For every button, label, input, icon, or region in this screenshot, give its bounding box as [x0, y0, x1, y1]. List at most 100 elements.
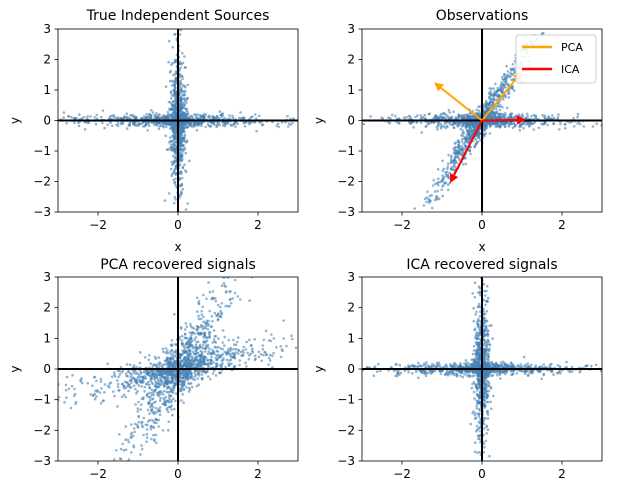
scatter-point: [171, 172, 174, 176]
scatter-point: [151, 365, 154, 369]
scatter-point: [449, 156, 453, 159]
scatter-point: [440, 179, 444, 183]
scatter-point: [178, 158, 181, 161]
scatter-point: [141, 420, 144, 424]
scatter-point: [227, 347, 230, 351]
scatter-point: [552, 122, 555, 125]
scatter-point: [125, 112, 128, 115]
scatter-point: [169, 371, 173, 375]
scatter-point: [446, 167, 449, 170]
y-axis-label: y: [8, 117, 22, 124]
scatter-point: [137, 378, 140, 381]
scatter-point: [504, 95, 508, 99]
scatter-point: [509, 75, 512, 78]
scatter-point: [98, 391, 102, 394]
scatter-point: [161, 379, 164, 383]
scatter-point: [145, 428, 149, 431]
scatter-point: [193, 122, 196, 125]
scatter-point: [209, 378, 212, 381]
scatter-point: [467, 115, 471, 118]
scatter-point: [242, 345, 246, 349]
scatter-point: [217, 303, 220, 307]
scatter-point: [251, 115, 254, 118]
scatter-point: [272, 351, 275, 355]
scatter-point: [186, 83, 190, 87]
scatter-point: [511, 126, 515, 130]
scatter-point: [239, 350, 243, 354]
scatter-point: [180, 82, 183, 86]
scatter-point: [193, 352, 197, 356]
scatter-point: [174, 378, 178, 382]
scatter-point: [182, 111, 185, 115]
scatter-point: [150, 403, 154, 407]
scatter-point: [453, 149, 456, 152]
scatter-point: [118, 373, 122, 376]
scatter-point: [183, 163, 186, 166]
scatter-point: [449, 160, 453, 164]
scatter-point: [541, 114, 544, 117]
scatter-point: [173, 144, 176, 147]
scatter-point: [170, 94, 174, 97]
scatter-point: [582, 125, 586, 128]
scatter-point: [184, 328, 187, 331]
scatter-point: [179, 29, 182, 32]
scatter-point: [171, 413, 174, 417]
scatter-point: [156, 391, 159, 395]
scatter-point: [181, 385, 184, 389]
pca-arrow-head: [434, 82, 444, 92]
scatter-point: [183, 363, 186, 367]
scatter-point: [141, 381, 145, 384]
scatter-point: [576, 112, 580, 116]
scatter-point: [173, 73, 177, 76]
scatter-point: [460, 125, 464, 128]
scatter-point: [220, 363, 223, 367]
scatter-point: [73, 394, 76, 398]
scatter-point: [208, 124, 211, 128]
scatter-point: [218, 110, 222, 113]
scatter-point: [193, 124, 197, 128]
scatter-point: [172, 111, 175, 115]
scatter-point: [152, 370, 155, 374]
scatter-point: [458, 146, 461, 150]
scatter-point: [284, 120, 287, 124]
scatter-point: [139, 379, 143, 383]
scatter-point: [500, 82, 504, 86]
scatter-point: [271, 354, 274, 358]
scatter-point: [436, 128, 439, 131]
x-axis-label: x: [174, 240, 181, 254]
scatter-point: [152, 433, 155, 437]
scatter-point: [468, 149, 472, 153]
scatter-point: [468, 137, 472, 141]
scatter-point: [234, 343, 238, 347]
scatter-point: [172, 377, 176, 381]
scatter-point: [591, 125, 595, 128]
scatter-point: [487, 389, 491, 393]
scatter-point: [248, 299, 251, 303]
scatter-point: [217, 356, 221, 359]
scatter-point: [471, 292, 475, 295]
pca-arrow-shaft: [481, 78, 518, 122]
scatter-point: [89, 393, 93, 396]
scatter-point: [196, 351, 199, 355]
scatter-point: [276, 122, 280, 125]
scatter-point: [137, 400, 140, 404]
scatter-point: [433, 198, 437, 202]
scatter-point: [80, 117, 84, 120]
scatter-point: [224, 123, 227, 126]
scatter-point: [149, 409, 153, 413]
scatter-point: [253, 121, 257, 124]
scatter-point: [397, 121, 401, 125]
scatter-point: [501, 75, 504, 79]
scatter-point: [436, 198, 439, 201]
scatter-point: [172, 361, 176, 364]
scatter-point: [130, 451, 133, 454]
scatter-point: [132, 427, 136, 430]
scatter-point: [190, 385, 194, 389]
scatter-point: [174, 59, 178, 62]
scatter-point: [501, 106, 504, 109]
scatter-point: [172, 123, 176, 127]
scatter-point: [271, 365, 274, 369]
y-tick-label: 2: [43, 53, 51, 67]
scatter-point: [477, 109, 481, 113]
scatter-point: [167, 192, 171, 195]
